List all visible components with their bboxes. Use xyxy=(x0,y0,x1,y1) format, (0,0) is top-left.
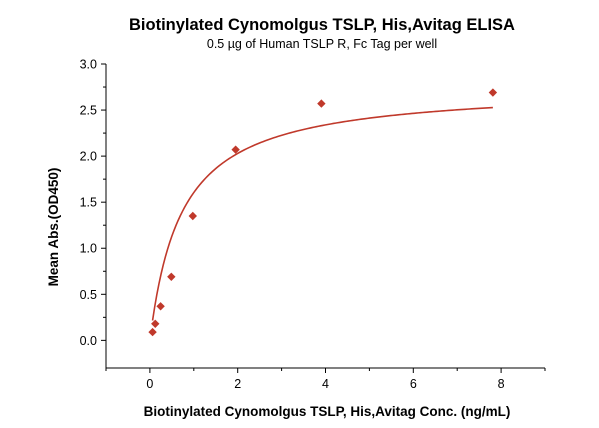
x-tick-label: 2 xyxy=(234,377,241,391)
x-axis-label: Biotinylated Cynomolgus TSLP, His,Avitag… xyxy=(144,404,511,419)
chart-subtitle: 0.5 µg of Human TSLP R, Fc Tag per well xyxy=(207,37,437,51)
y-tick-label: 0.5 xyxy=(80,288,97,302)
data-point xyxy=(188,211,197,221)
y-tick-label: 1.5 xyxy=(80,196,97,210)
data-point xyxy=(148,327,157,337)
data-point xyxy=(151,319,160,328)
fit-curve-layer xyxy=(151,106,493,321)
data-point xyxy=(156,302,165,311)
y-tick-label: 1.0 xyxy=(80,242,97,256)
axes: 0.0 0.5 1.0 1.5 2.0 2.5 3.0 0 2 4 6 8 xyxy=(80,58,546,391)
x-tick-label: 6 xyxy=(410,377,417,391)
data-points-layer xyxy=(148,88,498,337)
y-tick-label: 3.0 xyxy=(80,58,97,72)
y-axis-label: Mean Abs.(OD450) xyxy=(46,168,61,287)
chart-title: Biotinylated Cynomolgus TSLP, His,Avitag… xyxy=(129,16,515,34)
y-tick-label: 2.0 xyxy=(80,150,97,164)
fit-curve xyxy=(151,106,493,321)
y-tick-label: 0.0 xyxy=(80,334,97,348)
data-point xyxy=(167,272,176,281)
x-tick-label: 4 xyxy=(322,377,329,391)
data-point xyxy=(231,145,240,154)
x-tick-label: 0 xyxy=(146,377,153,391)
y-tick-label: 2.5 xyxy=(80,104,97,118)
x-tick-label: 8 xyxy=(498,377,505,391)
data-point xyxy=(488,88,498,97)
data-point xyxy=(317,99,326,108)
